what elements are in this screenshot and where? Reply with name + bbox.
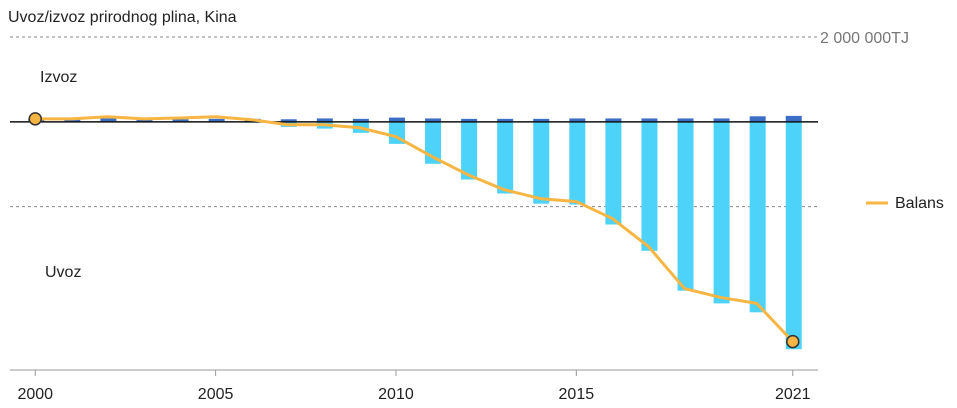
series-label: Izvoz — [40, 69, 77, 86]
bar — [533, 121, 550, 204]
bar — [677, 121, 694, 291]
legend-label: Balans — [895, 195, 944, 212]
bar — [533, 118, 550, 122]
x-tick-label: 2021 — [775, 386, 811, 403]
end-marker — [786, 334, 800, 349]
bar — [316, 118, 333, 122]
x-tick-label: 2010 — [378, 386, 414, 403]
bar — [352, 118, 369, 122]
bar — [208, 118, 225, 122]
bar — [280, 119, 297, 122]
bar — [713, 121, 730, 304]
bar — [749, 121, 766, 313]
bar — [497, 118, 514, 122]
bar — [388, 117, 405, 122]
bar — [425, 118, 442, 122]
x-tick-label: 2000 — [17, 386, 53, 403]
bar — [100, 118, 117, 122]
bar — [713, 118, 730, 122]
series-label: Uvoz — [45, 264, 81, 281]
bar — [497, 121, 514, 194]
end-marker — [28, 112, 42, 126]
bar — [461, 118, 478, 122]
bar — [605, 118, 622, 122]
y-tick-label: 2 000 000TJ — [820, 30, 909, 47]
bar — [605, 121, 622, 225]
bar — [461, 121, 478, 180]
bar — [785, 115, 802, 122]
bar — [172, 119, 189, 122]
bar — [64, 118, 81, 122]
bar — [677, 118, 694, 122]
bar — [641, 121, 658, 251]
bar — [569, 121, 586, 205]
x-tick-label: 2015 — [559, 386, 595, 403]
bar — [749, 116, 766, 122]
line — [35, 115, 794, 343]
bar — [641, 118, 658, 122]
bar — [136, 118, 153, 122]
bar — [785, 121, 802, 350]
x-tick-label: 2005 — [198, 386, 234, 403]
chart-title: Uvoz/izvoz prirodnog plina, Kina — [8, 9, 237, 26]
bar — [569, 118, 586, 122]
